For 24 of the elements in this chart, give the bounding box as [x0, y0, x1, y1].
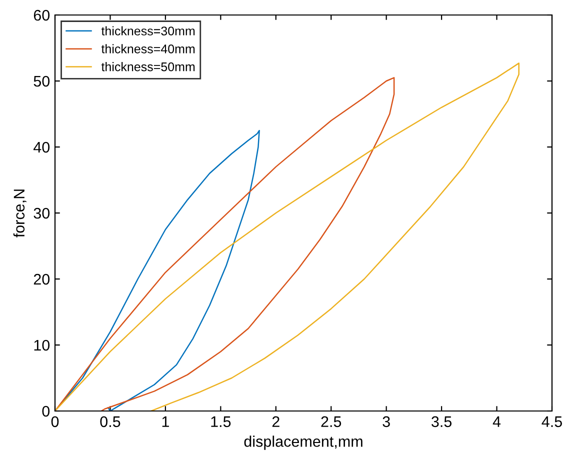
x-tick-label: 2.5: [321, 416, 342, 428]
x-tick-label: 2: [272, 416, 280, 427]
y-tick-label: 40: [34, 142, 50, 153]
y-tick-label: 20: [34, 274, 50, 285]
legend-label: thickness=40mm: [101, 44, 195, 54]
x-tick-label: 4.5: [542, 416, 562, 428]
y-tick-label: 0: [42, 406, 50, 417]
x-tick-label: 3.5: [432, 416, 452, 428]
x-tick-label: 4: [492, 416, 501, 427]
legend-label: thickness=30mm: [101, 26, 195, 36]
y-tick-label: 30: [34, 208, 50, 219]
x-axis-title: displacement,mm: [244, 436, 362, 450]
x-tick-label: 1: [162, 416, 169, 427]
x-tick-label: 3: [382, 416, 390, 428]
line-series: [55, 62, 520, 411]
y-tick-label: 50: [34, 76, 50, 87]
y-axis-title: force,N: [13, 190, 26, 238]
x-tick-label: 0: [51, 416, 59, 428]
line-series: [55, 77, 395, 411]
legend-label: thickness=50mm: [101, 62, 195, 72]
x-tick-label: 1.5: [211, 416, 231, 428]
y-tick-label: 10: [34, 340, 50, 351]
y-tick-label: 60: [34, 10, 50, 21]
x-tick-label: 0.5: [100, 416, 120, 428]
